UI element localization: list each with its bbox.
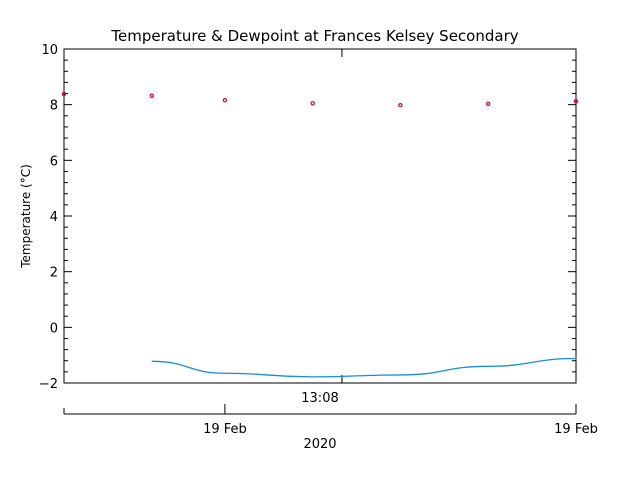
y-tick-label: 6 bbox=[50, 154, 58, 169]
temperature-point bbox=[222, 98, 228, 103]
x-time-tick-label: 13:08 bbox=[301, 391, 338, 406]
y-tick-label: 8 bbox=[50, 99, 58, 114]
y-tick-label: −2 bbox=[39, 377, 58, 392]
temperature-point bbox=[573, 99, 579, 104]
date-axis-labels: 19 Feb 19 Feb bbox=[203, 422, 598, 437]
date-tick-label: 19 Feb bbox=[554, 422, 598, 437]
y-axis-ticks bbox=[64, 48, 576, 384]
temperature-point bbox=[310, 101, 315, 106]
x-axis-label: 2020 bbox=[303, 437, 336, 452]
chart-title: Temperature & Dewpoint at Frances Kelsey… bbox=[110, 27, 518, 45]
y-tick-label: 4 bbox=[50, 210, 58, 225]
plot-frame bbox=[63, 48, 577, 384]
temperature-point bbox=[398, 103, 403, 108]
temperature-point bbox=[61, 91, 67, 97]
y-axis-tick-labels: −2 0 2 4 6 8 10 bbox=[39, 43, 58, 392]
dewpoint-series bbox=[151, 357, 577, 378]
y-tick-label: 0 bbox=[50, 321, 58, 336]
temperature-series bbox=[61, 91, 579, 108]
temperature-point bbox=[486, 101, 491, 107]
y-tick-label: 2 bbox=[50, 266, 58, 281]
y-axis-label: Temperature (°C) bbox=[19, 164, 33, 269]
date-axis-ticks bbox=[63, 404, 577, 414]
y-tick-label: 10 bbox=[41, 43, 58, 58]
temperature-point bbox=[149, 93, 154, 98]
date-tick-label: 19 Feb bbox=[203, 422, 247, 437]
dewpoint-line bbox=[151, 357, 577, 378]
